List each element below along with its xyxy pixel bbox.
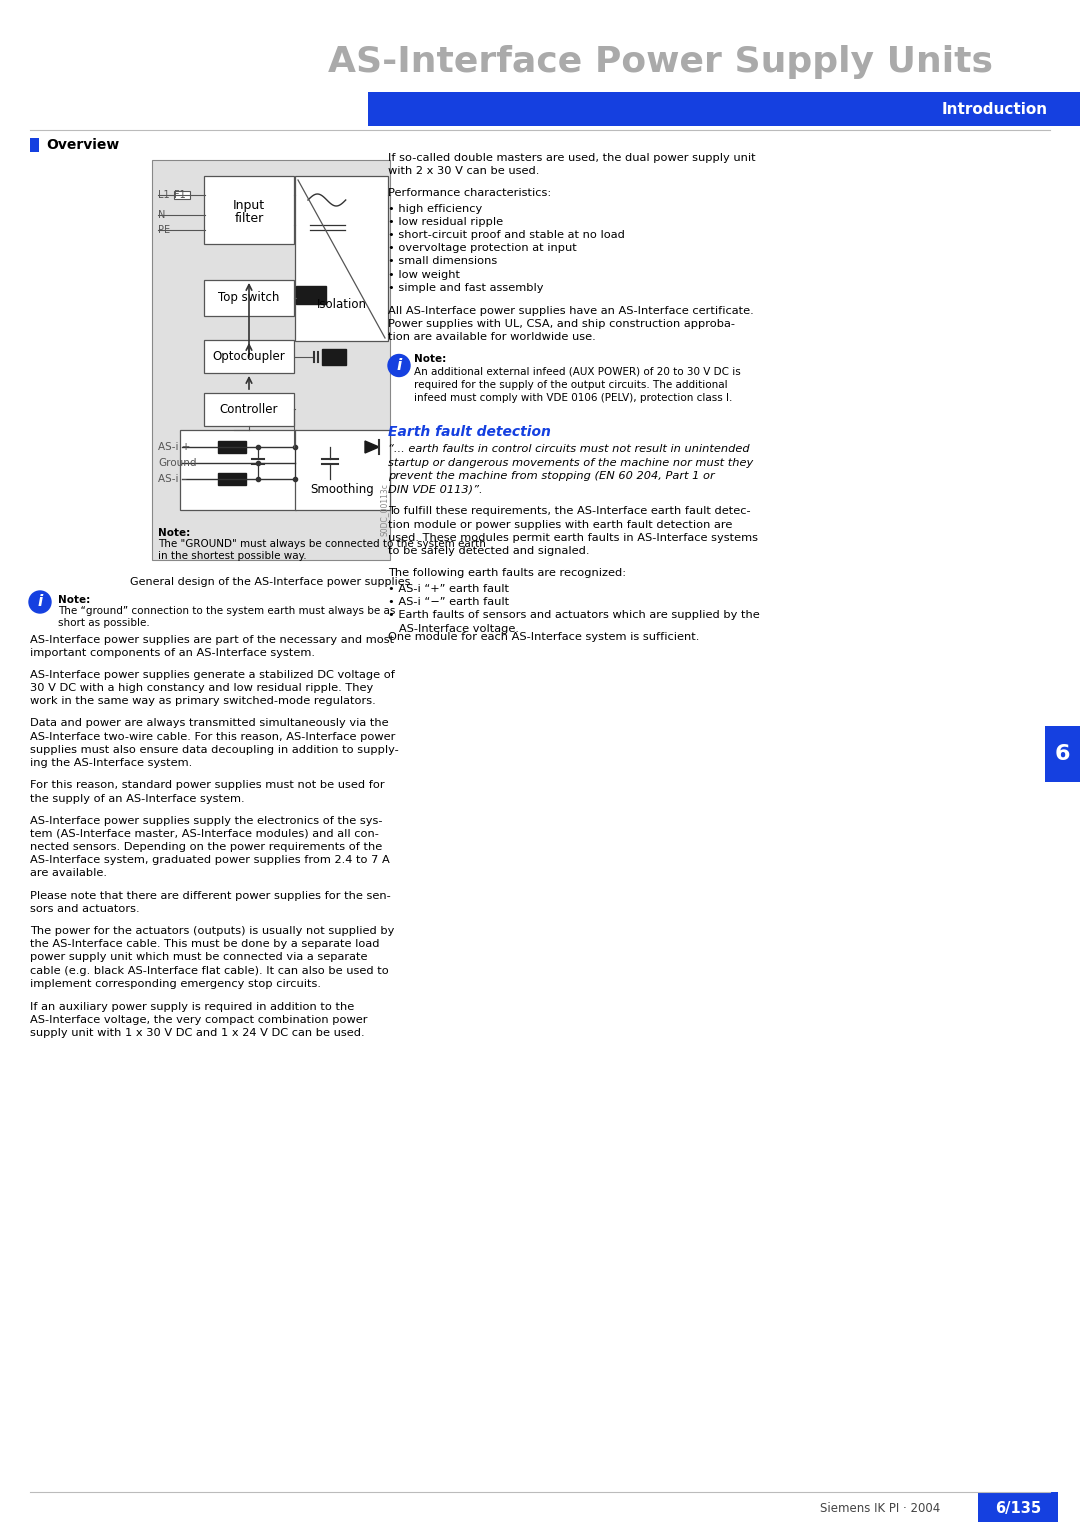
Text: “... earth faults in control circuits must not result in unintended
startup or d: “... earth faults in control circuits mu… [388, 445, 753, 494]
FancyBboxPatch shape [204, 393, 294, 426]
Text: Smoothing: Smoothing [311, 483, 375, 497]
Text: Top switch: Top switch [218, 292, 280, 304]
Text: Input: Input [233, 199, 265, 211]
FancyBboxPatch shape [180, 429, 296, 510]
Text: The following earth faults are recognized:: The following earth faults are recognize… [388, 568, 626, 579]
Text: Isolation: Isolation [318, 298, 367, 312]
FancyBboxPatch shape [295, 176, 388, 341]
FancyBboxPatch shape [204, 176, 294, 244]
Text: Controller: Controller [219, 403, 279, 416]
FancyBboxPatch shape [218, 442, 246, 452]
Text: F1: F1 [174, 189, 186, 200]
Text: Earth fault detection: Earth fault detection [388, 425, 551, 439]
Text: Note:: Note: [158, 529, 190, 538]
Text: Optocoupler: Optocoupler [213, 350, 285, 364]
FancyBboxPatch shape [978, 1491, 1058, 1522]
Text: Ground: Ground [158, 458, 197, 468]
FancyBboxPatch shape [218, 474, 246, 484]
Text: • high efficiency
• low residual ripple
• short-circuit proof and stable at no l: • high efficiency • low residual ripple … [388, 203, 625, 293]
Text: AS-Interface power supplies are part of the necessary and most
important compone: AS-Interface power supplies are part of … [30, 636, 394, 659]
Text: One module for each AS-Interface system is sufficient.: One module for each AS-Interface system … [388, 633, 700, 642]
Text: Siemens IK PI · 2004: Siemens IK PI · 2004 [820, 1502, 941, 1514]
Text: General design of the AS-Interface power supplies: General design of the AS-Interface power… [130, 578, 410, 587]
FancyBboxPatch shape [152, 160, 390, 559]
Text: Please note that there are different power supplies for the sen-
sors and actuat: Please note that there are different pow… [30, 891, 391, 914]
Text: 6/135: 6/135 [995, 1500, 1041, 1516]
Text: • AS-i “+” earth fault
• AS-i “−” earth fault
• Earth faults of sensors and actu: • AS-i “+” earth fault • AS-i “−” earth … [388, 584, 759, 634]
Text: Data and power are always transmitted simultaneously via the
AS-Interface two-wi: Data and power are always transmitted si… [30, 718, 399, 769]
Text: If so-called double masters are used, the dual power supply unit
with 2 x 30 V c: If so-called double masters are used, th… [388, 153, 756, 176]
Polygon shape [365, 442, 379, 452]
Text: An additional external infeed (AUX POWER) of 20 to 30 V DC is
required for the s: An additional external infeed (AUX POWER… [414, 367, 741, 403]
Circle shape [29, 591, 51, 613]
Text: Performance characteristics:: Performance characteristics: [388, 188, 551, 199]
Text: All AS-Interface power supplies have an AS-Interface certificate.
Power supplies: All AS-Interface power supplies have an … [388, 306, 754, 342]
FancyBboxPatch shape [368, 92, 1080, 125]
FancyBboxPatch shape [174, 191, 190, 199]
Text: Note:: Note: [58, 594, 91, 605]
Text: AS-Interface power supplies supply the electronics of the sys-
tem (AS-Interface: AS-Interface power supplies supply the e… [30, 816, 390, 879]
Text: i: i [396, 358, 402, 373]
Text: For this reason, standard power supplies must not be used for
the supply of an A: For this reason, standard power supplies… [30, 781, 384, 804]
Text: L1: L1 [158, 189, 170, 200]
FancyBboxPatch shape [322, 348, 346, 365]
Text: 6: 6 [1054, 744, 1070, 764]
Text: AS-Interface Power Supply Units: AS-Interface Power Supply Units [327, 44, 993, 79]
Text: AS-i +: AS-i + [158, 442, 190, 452]
Text: Introduction: Introduction [942, 101, 1048, 116]
FancyBboxPatch shape [1045, 726, 1080, 782]
Text: If an auxiliary power supply is required in addition to the
AS-Interface voltage: If an auxiliary power supply is required… [30, 1001, 367, 1038]
FancyBboxPatch shape [204, 280, 294, 316]
Text: The “ground” connection to the system earth must always be as
short as possible.: The “ground” connection to the system ea… [58, 607, 395, 628]
FancyBboxPatch shape [295, 429, 390, 510]
Text: PE: PE [158, 225, 171, 235]
Text: The power for the actuators (outputs) is usually not supplied by
the AS-Interfac: The power for the actuators (outputs) is… [30, 926, 394, 989]
Text: The "GROUND" must always be connected to the system earth
in the shortest possib: The "GROUND" must always be connected to… [158, 539, 486, 561]
Circle shape [388, 354, 410, 376]
FancyBboxPatch shape [204, 341, 294, 373]
Text: S0DC_00113c: S0DC_00113c [380, 483, 389, 536]
Text: filter: filter [234, 211, 264, 225]
Text: i: i [38, 594, 42, 610]
FancyBboxPatch shape [30, 138, 39, 151]
Text: Overview: Overview [46, 138, 119, 151]
Text: N: N [158, 209, 165, 220]
Text: AS-i –: AS-i – [158, 474, 187, 484]
FancyBboxPatch shape [296, 286, 326, 304]
Text: AS-Interface power supplies generate a stabilized DC voltage of
30 V DC with a h: AS-Interface power supplies generate a s… [30, 669, 395, 706]
Text: To fulfill these requirements, the AS-Interface earth fault detec-
tion module o: To fulfill these requirements, the AS-In… [388, 506, 758, 556]
Text: Note:: Note: [414, 354, 446, 365]
